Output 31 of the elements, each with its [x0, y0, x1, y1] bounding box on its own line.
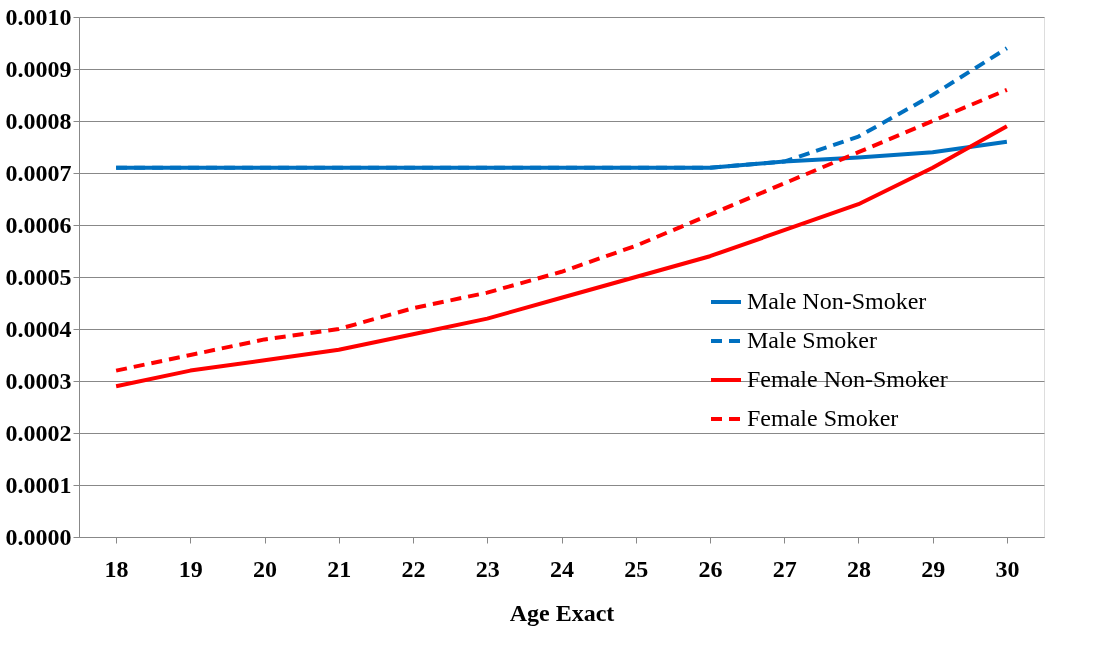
y-tick-label: 0.0010	[5, 3, 72, 30]
y-tick-label: 0.0007	[5, 159, 72, 186]
y-tick-label: 0.0004	[5, 315, 72, 342]
x-tick-label: 21	[327, 555, 352, 582]
x-tick-label: 29	[921, 555, 946, 582]
x-tick-label: 23	[475, 555, 500, 582]
legend-label: Male Smoker	[747, 327, 877, 353]
y-tick-label: 0.0000	[5, 523, 72, 550]
legend-label: Female Non-Smoker	[747, 366, 948, 392]
x-axis-title: Age Exact	[509, 599, 615, 626]
x-tick-label: 18	[104, 555, 129, 582]
legend-label: Female Smoker	[747, 405, 899, 431]
y-tick-label: 0.0001	[5, 471, 72, 498]
x-tick-label: 30	[995, 555, 1020, 582]
y-tick-label: 0.0002	[5, 419, 72, 446]
x-tick-label: 25	[624, 555, 649, 582]
line-series	[114, 87, 1009, 373]
x-tick-label: 27	[772, 555, 797, 582]
y-tick-label: 0.0005	[5, 263, 72, 290]
x-tick-label: 22	[401, 555, 426, 582]
legend-label: Male Non-Smoker	[747, 288, 927, 314]
line-series	[114, 124, 1009, 389]
x-tick-label: 28	[846, 555, 871, 582]
y-tick-label: 0.0006	[5, 211, 72, 238]
x-tick-label: 24	[550, 555, 574, 582]
y-tick-label: 0.0003	[5, 367, 72, 394]
y-tick-label: 0.0009	[5, 55, 72, 82]
x-tick-label: 26	[698, 555, 723, 582]
x-tick-label: 20	[253, 555, 278, 582]
y-tick-label: 0.0008	[5, 107, 72, 134]
x-tick-label: 19	[178, 555, 203, 582]
